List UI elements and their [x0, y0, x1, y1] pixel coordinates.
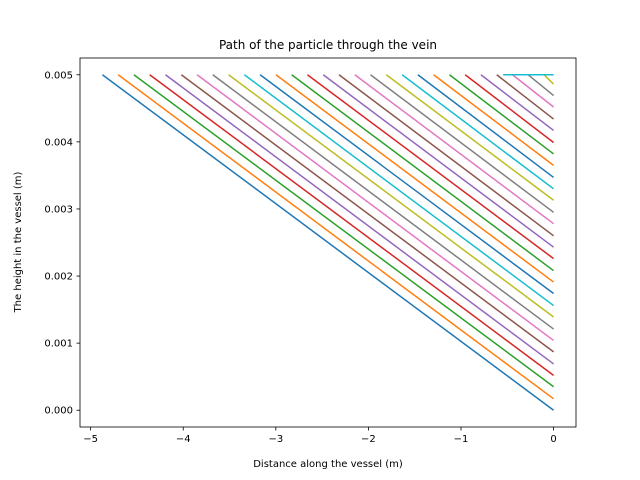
series-line-24 [464, 74, 555, 144]
y-tick-label: 0.003 [44, 204, 73, 215]
series-line-2 [117, 74, 555, 400]
series-line-4 [149, 74, 555, 376]
series-line-17 [354, 74, 555, 225]
series-line-7 [196, 74, 555, 342]
series-line-13 [291, 74, 555, 272]
series-line-20 [401, 74, 555, 190]
x-tick-label: −3 [268, 434, 283, 445]
y-tick-label: 0.002 [44, 272, 73, 283]
x-axis: −5 −4 −3 −2 −1 0 [83, 427, 557, 445]
series-line-23 [448, 74, 555, 155]
series-line-15 [322, 74, 555, 248]
series-line-22 [433, 74, 555, 166]
series-line-18 [370, 74, 555, 213]
chart-title: Path of the particle through the vein [219, 38, 437, 52]
x-tick-label: −5 [83, 434, 98, 445]
y-tick-label: 0.005 [44, 70, 73, 81]
series-line-1 [101, 74, 555, 411]
series-line-16 [338, 74, 555, 237]
y-tick-label: 0.000 [44, 406, 73, 417]
series-line-10 [243, 74, 555, 307]
x-tick-label: −4 [176, 434, 191, 445]
series-line-11 [259, 74, 555, 295]
y-tick-label: 0.001 [44, 339, 73, 350]
series-line-21 [417, 74, 555, 179]
series-line-14 [306, 74, 555, 260]
y-axis: 0.000 0.001 0.002 0.003 0.004 0.005 [44, 70, 80, 417]
series-line-19 [385, 74, 555, 201]
series-line-3 [133, 74, 555, 388]
x-tick-label: −1 [454, 434, 469, 445]
series-line-27 [512, 74, 555, 108]
series-line-12 [275, 74, 555, 283]
series-line-5 [165, 74, 555, 365]
series-line-8 [212, 74, 555, 330]
series-layer [101, 74, 555, 411]
series-line-25 [480, 74, 555, 132]
series-line-6 [180, 74, 555, 353]
series-line-28 [527, 74, 555, 97]
series-line-29 [543, 74, 555, 85]
series-line-26 [496, 74, 555, 120]
y-tick-label: 0.004 [44, 137, 73, 148]
y-axis-label: The height in the vessel (m) [13, 171, 24, 313]
series-line-9 [228, 74, 555, 318]
plot-frame [79, 57, 577, 428]
x-tick-label: 0 [550, 434, 556, 445]
x-axis-label: Distance along the vessel (m) [253, 459, 403, 470]
x-tick-label: −2 [361, 434, 376, 445]
